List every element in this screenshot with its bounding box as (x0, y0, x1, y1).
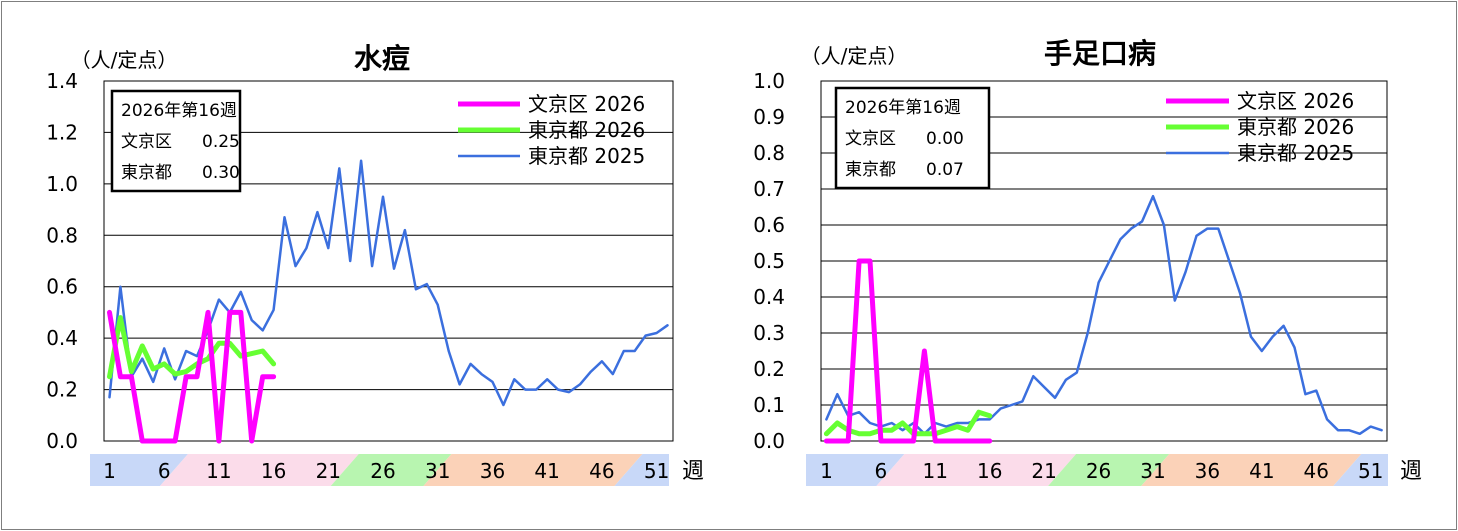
info-box-value: 0.30 (202, 163, 240, 183)
y-tick-label: 0.4 (46, 326, 78, 350)
info-box-label: 東京都 (121, 163, 172, 183)
series-line (107, 309, 277, 444)
chart-title: 水痘 (354, 42, 410, 75)
x-tick-label: 46 (589, 459, 614, 483)
x-tick-label: 36 (480, 459, 505, 483)
y-tick-label: 1.2 (46, 120, 78, 144)
x-tick-label: 16 (261, 459, 286, 483)
y-tick-label: 1.0 (46, 172, 78, 196)
y-tick-label: 0.8 (46, 223, 78, 247)
y-tick-label: 0.2 (46, 378, 78, 402)
y-tick-label: 1.4 (46, 69, 78, 93)
legend-label: 東京都 2025 (528, 144, 645, 168)
info-box-value: 0.25 (202, 132, 240, 152)
info-box-label: 文京区 (121, 132, 172, 152)
season-band-segment (90, 454, 188, 486)
info-box (110, 89, 242, 193)
x-tick-label: 11 (206, 459, 231, 483)
legend-label: 東京都 2026 (528, 118, 645, 142)
x-tick-label: 51 (644, 459, 669, 483)
y-tick-label: 0.0 (46, 429, 78, 453)
season-band-segment (159, 454, 359, 486)
x-tick-label: 6 (158, 459, 171, 483)
y-tick-label: 0.6 (46, 275, 78, 299)
season-band-segment (614, 454, 669, 486)
season-band-segment (423, 454, 643, 486)
info-box-title: 2026年第16週 (121, 101, 237, 121)
x-tick-label: 26 (370, 459, 395, 483)
x-tick-label: 31 (425, 459, 450, 483)
x-axis-label: 週 (682, 459, 704, 484)
x-tick-label: 1 (103, 459, 116, 483)
x-tick-label: 41 (534, 459, 559, 483)
x-tick-label: 21 (316, 459, 341, 483)
legend-label: 文京区 2026 (528, 92, 645, 116)
y-axis-label: （人/定点） (71, 48, 178, 72)
season-band-segment (330, 454, 452, 486)
